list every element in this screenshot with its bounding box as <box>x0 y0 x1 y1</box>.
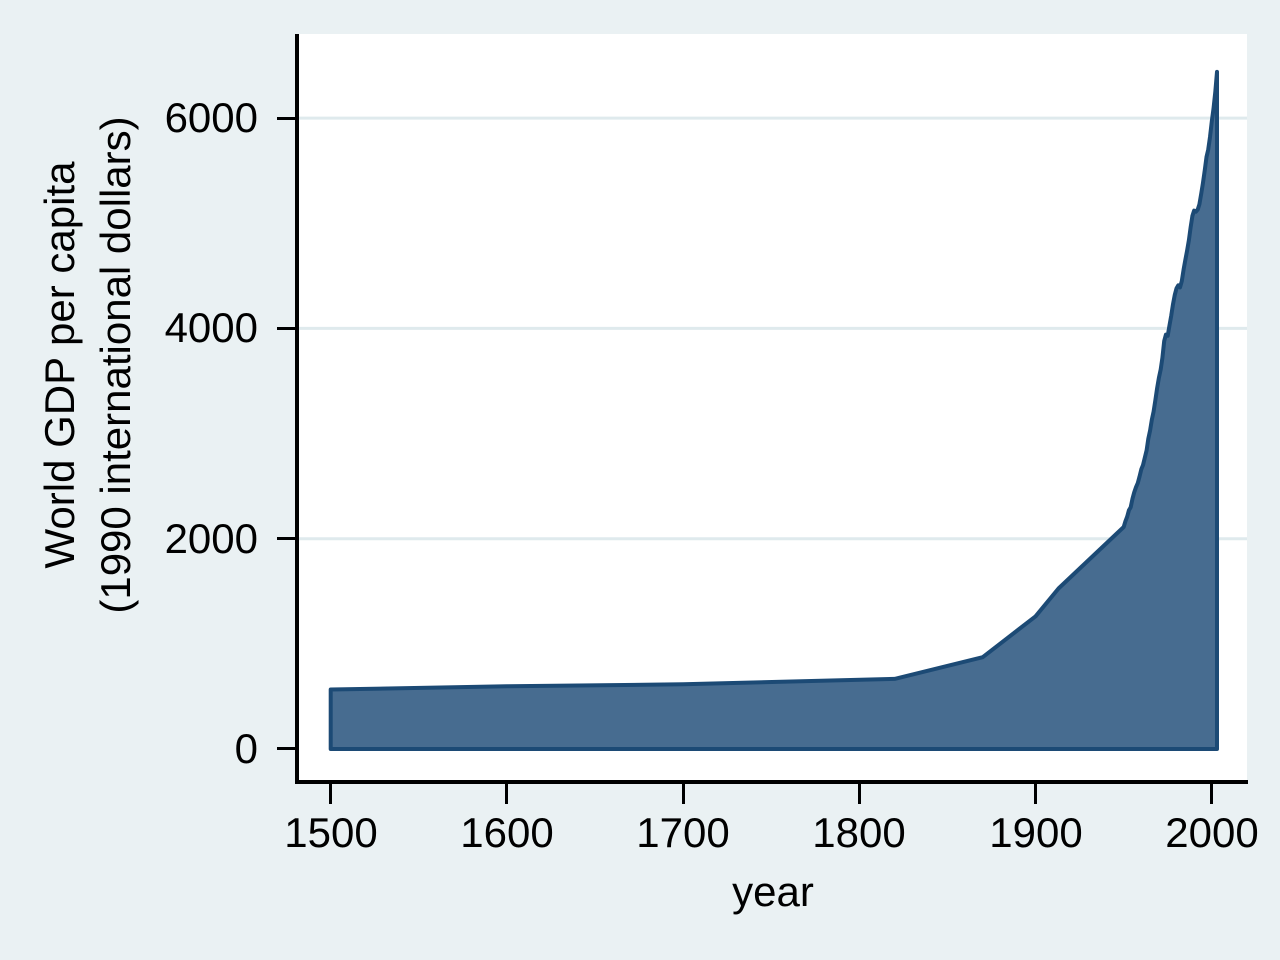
y-tick-label-2000: 2000 <box>164 515 258 562</box>
x-tick-label-1500: 1500 <box>284 809 378 856</box>
y-axis-line <box>295 34 299 784</box>
x-tick-label-1600: 1600 <box>460 809 554 856</box>
x-tick-label-2000: 2000 <box>1165 809 1259 856</box>
x-tick-label-1700: 1700 <box>636 809 730 856</box>
x-axis-line <box>295 780 1248 784</box>
x-tick-1500 <box>329 784 332 804</box>
x-tick-2000 <box>1210 784 1213 804</box>
y-tick-0 <box>277 747 296 750</box>
y-tick-4000 <box>277 327 296 330</box>
y-tick-2000 <box>277 537 296 540</box>
y-tick-label-0: 0 <box>234 725 258 772</box>
gdp-area-series <box>328 69 1219 751</box>
area-chart-svg <box>299 69 1247 751</box>
y-tick-label-4000: 4000 <box>164 304 258 351</box>
y-axis-title-line1: World GDP per capita <box>36 161 83 569</box>
x-tick-label-1900: 1900 <box>989 809 1083 856</box>
x-axis-title: year <box>732 868 814 915</box>
x-tick-label-1800: 1800 <box>812 809 906 856</box>
x-tick-1900 <box>1034 784 1037 804</box>
y-tick-6000 <box>277 117 296 120</box>
x-tick-1700 <box>682 784 685 804</box>
x-tick-1800 <box>858 784 861 804</box>
x-tick-1600 <box>505 784 508 804</box>
y-tick-label-6000: 6000 <box>164 94 258 141</box>
